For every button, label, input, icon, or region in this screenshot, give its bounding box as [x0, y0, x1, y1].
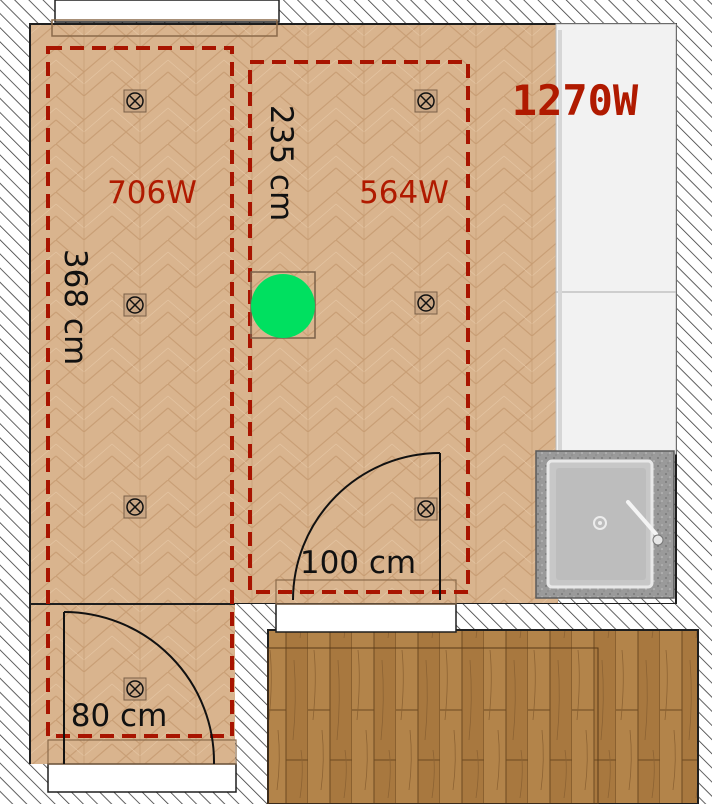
ceiling-light-icon: [123, 495, 147, 519]
door-100-width-label: 100 cm: [300, 545, 416, 581]
door-swing-80: [63, 611, 216, 765]
kitchen-cabinets: [555, 23, 677, 455]
thermostat-icon: [250, 271, 316, 339]
door-swing-100: [292, 452, 441, 601]
ceiling-light-icon: [123, 677, 147, 701]
zone-1-length-label: 368 cm: [57, 249, 93, 365]
sink-icon: [535, 450, 675, 599]
total-power-label: 1270W: [512, 76, 639, 125]
zone-1-power-label: 706W: [107, 175, 197, 211]
ceiling-light-icon: [414, 497, 438, 521]
ceiling-light-icon: [414, 291, 438, 315]
plank-floor: [267, 629, 699, 804]
zone-2-length-label: 235 cm: [263, 105, 299, 221]
faucet-icon: [626, 500, 664, 546]
ceiling-light-icon: [414, 89, 438, 113]
heating-zone-1: [46, 46, 234, 738]
doorway-100: [275, 603, 457, 633]
ceiling-light-icon: [123, 293, 147, 317]
ceiling-light-icon: [123, 89, 147, 113]
top-doorway: [54, 0, 280, 23]
zone-2-power-label: 564W: [359, 175, 449, 211]
door-80-width-label: 80 cm: [71, 698, 168, 734]
doorway-80: [47, 763, 237, 793]
